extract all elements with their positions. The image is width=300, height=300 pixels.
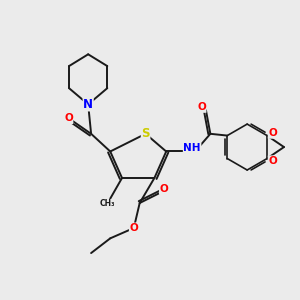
Text: O: O (197, 102, 206, 112)
Text: O: O (129, 223, 138, 233)
Text: CH₃: CH₃ (100, 200, 115, 208)
Text: O: O (268, 128, 277, 138)
Text: S: S (141, 127, 150, 140)
Text: NH: NH (183, 143, 201, 153)
Text: O: O (160, 184, 168, 194)
Text: N: N (83, 98, 93, 111)
Text: O: O (268, 156, 277, 166)
Text: O: O (64, 113, 73, 124)
